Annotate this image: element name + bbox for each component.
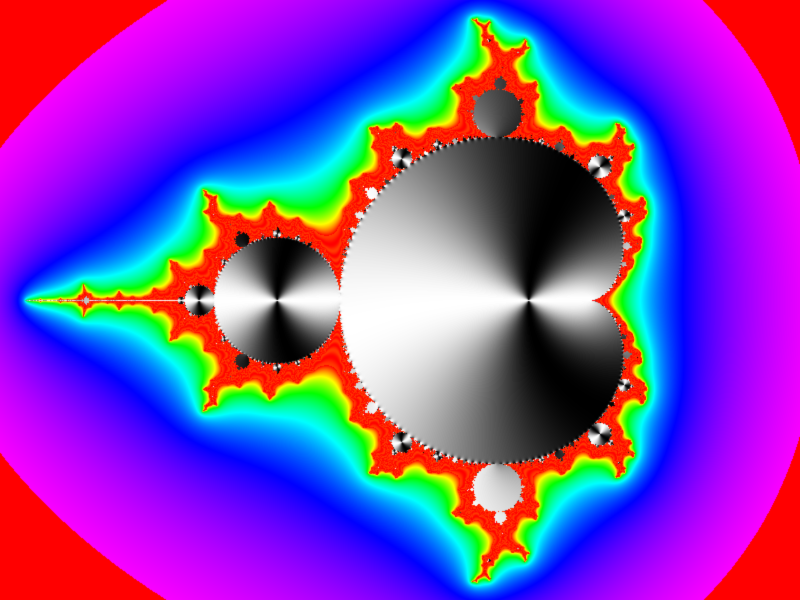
mandelbrot-fractal-image — [0, 0, 800, 600]
